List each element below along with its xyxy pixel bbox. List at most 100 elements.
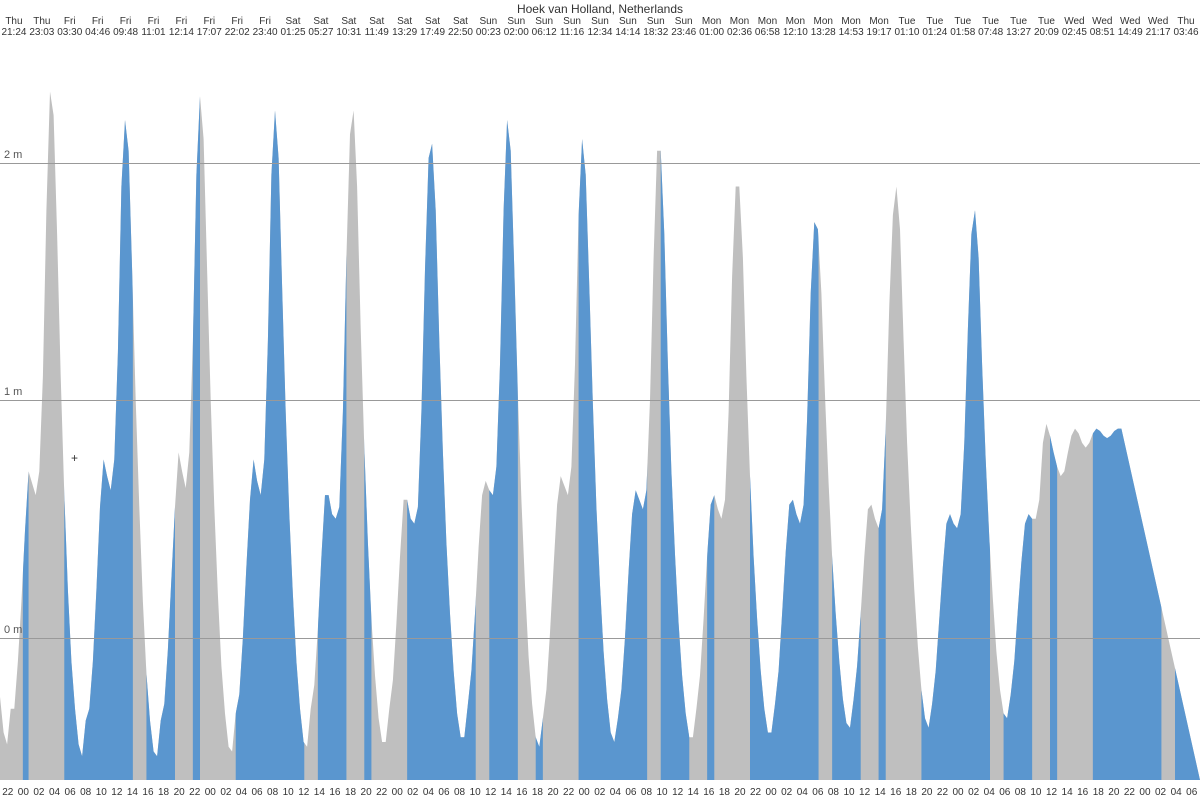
bottom-axis-label: 20 bbox=[358, 787, 374, 798]
top-axis-label: Wed21:17 bbox=[1144, 16, 1172, 38]
bottom-axis-label: 04 bbox=[1168, 787, 1184, 798]
top-axis-label: Thu03:46 bbox=[1172, 16, 1200, 38]
top-axis-label: Thu23:03 bbox=[28, 16, 56, 38]
top-axis-label: Sat01:25 bbox=[279, 16, 307, 38]
bottom-axis-label: 12 bbox=[670, 787, 686, 798]
bottom-axis-label: 02 bbox=[405, 787, 421, 798]
bottom-axis-label: 20 bbox=[1106, 787, 1122, 798]
top-axis-label: Fri22:02 bbox=[223, 16, 251, 38]
bottom-axis-label: 08 bbox=[265, 787, 281, 798]
top-axis-label: Wed14:49 bbox=[1116, 16, 1144, 38]
top-axis-label: Sun06:12 bbox=[530, 16, 558, 38]
bottom-axis-label: 08 bbox=[452, 787, 468, 798]
bottom-axis-label: 22 bbox=[0, 787, 16, 798]
top-axis-label: Mon01:00 bbox=[698, 16, 726, 38]
y-axis-label: 0 m bbox=[4, 624, 22, 636]
top-axis-label: Sun12:34 bbox=[586, 16, 614, 38]
bottom-axis-label: 06 bbox=[249, 787, 265, 798]
bottom-axis-label: 16 bbox=[327, 787, 343, 798]
bottom-axis-label: 18 bbox=[717, 787, 733, 798]
top-axis-label: Sun18:32 bbox=[642, 16, 670, 38]
y-axis-label: 1 m bbox=[4, 386, 22, 398]
bottom-axis-label: 14 bbox=[125, 787, 141, 798]
top-axis-label: Fri12:14 bbox=[167, 16, 195, 38]
bottom-axis-label: 14 bbox=[685, 787, 701, 798]
current-time-marker: + bbox=[71, 451, 78, 465]
bottom-axis-label: 10 bbox=[93, 787, 109, 798]
top-axis-label: Sun23:46 bbox=[670, 16, 698, 38]
bottom-axis-label: 18 bbox=[530, 787, 546, 798]
top-axis-label: Sun11:16 bbox=[558, 16, 586, 38]
top-axis-label: Sat10:31 bbox=[335, 16, 363, 38]
bottom-axis-label: 00 bbox=[389, 787, 405, 798]
bottom-axis-label: 16 bbox=[701, 787, 717, 798]
top-axis-label: Sun14:14 bbox=[614, 16, 642, 38]
bottom-axis-label: 10 bbox=[280, 787, 296, 798]
top-axis-label: Fri17:07 bbox=[195, 16, 223, 38]
bottom-axis-label: 00 bbox=[203, 787, 219, 798]
bottom-axis-label: 18 bbox=[343, 787, 359, 798]
top-axis-label: Sat05:27 bbox=[307, 16, 335, 38]
bottom-axis-label: 04 bbox=[981, 787, 997, 798]
bottom-axis-label: 00 bbox=[950, 787, 966, 798]
top-axis-label: Mon19:17 bbox=[865, 16, 893, 38]
bottom-axis-label: 02 bbox=[779, 787, 795, 798]
bottom-axis-label: 16 bbox=[888, 787, 904, 798]
bottom-axis-label: 18 bbox=[904, 787, 920, 798]
bottom-axis-label: 12 bbox=[1044, 787, 1060, 798]
bottom-axis-label: 00 bbox=[763, 787, 779, 798]
top-axis-label: Tue07:48 bbox=[977, 16, 1005, 38]
top-axis-label: Mon13:28 bbox=[809, 16, 837, 38]
top-axis-label: Sat13:29 bbox=[391, 16, 419, 38]
top-axis-label: Fri04:46 bbox=[84, 16, 112, 38]
bottom-axis-label: 20 bbox=[545, 787, 561, 798]
chart-title: Hoek van Holland, Netherlands bbox=[0, 2, 1200, 16]
top-axis-label: Tue13:27 bbox=[1005, 16, 1033, 38]
bottom-axis-label: 10 bbox=[654, 787, 670, 798]
x-axis-bottom-labels: 2200020406081012141618202200020406081012… bbox=[0, 787, 1200, 798]
top-axis-label: Sat11:49 bbox=[363, 16, 391, 38]
bottom-axis-label: 02 bbox=[592, 787, 608, 798]
bottom-axis-label: 12 bbox=[109, 787, 125, 798]
bottom-axis-label: 18 bbox=[156, 787, 172, 798]
gridline bbox=[0, 400, 1200, 401]
bottom-axis-label: 22 bbox=[561, 787, 577, 798]
top-axis-label: Fri03:30 bbox=[56, 16, 84, 38]
bottom-axis-label: 02 bbox=[1153, 787, 1169, 798]
top-axis-label: Wed08:51 bbox=[1088, 16, 1116, 38]
top-axis-label: Tue01:10 bbox=[893, 16, 921, 38]
y-axis-label: 2 m bbox=[4, 149, 22, 161]
bottom-axis-label: 22 bbox=[935, 787, 951, 798]
bottom-axis-label: 08 bbox=[826, 787, 842, 798]
bottom-axis-label: 22 bbox=[1122, 787, 1138, 798]
bottom-axis-label: 04 bbox=[234, 787, 250, 798]
top-axis-label: Mon12:10 bbox=[781, 16, 809, 38]
bottom-axis-label: 22 bbox=[748, 787, 764, 798]
bottom-axis-label: 00 bbox=[1137, 787, 1153, 798]
top-axis-label: Sat22:50 bbox=[447, 16, 475, 38]
bottom-axis-label: 20 bbox=[732, 787, 748, 798]
top-axis-label: Fri23:40 bbox=[251, 16, 279, 38]
bottom-axis-label: 06 bbox=[436, 787, 452, 798]
bottom-axis-label: 10 bbox=[467, 787, 483, 798]
x-axis-top-labels: Thu21:24Thu23:03Fri03:30Fri04:46Fri09:48… bbox=[0, 16, 1200, 44]
bottom-axis-label: 04 bbox=[421, 787, 437, 798]
bottom-axis-label: 12 bbox=[857, 787, 873, 798]
bottom-axis-label: 10 bbox=[1028, 787, 1044, 798]
top-axis-label: Sat17:49 bbox=[419, 16, 447, 38]
bottom-axis-label: 04 bbox=[47, 787, 63, 798]
bottom-axis-label: 08 bbox=[639, 787, 655, 798]
bottom-axis-label: 06 bbox=[1184, 787, 1200, 798]
bottom-axis-label: 14 bbox=[499, 787, 515, 798]
bottom-axis-label: 14 bbox=[312, 787, 328, 798]
top-axis-label: Mon02:36 bbox=[726, 16, 754, 38]
top-axis-label: Mon06:58 bbox=[753, 16, 781, 38]
bottom-axis-label: 22 bbox=[187, 787, 203, 798]
bottom-axis-label: 00 bbox=[576, 787, 592, 798]
bottom-axis-label: 12 bbox=[483, 787, 499, 798]
bottom-axis-label: 20 bbox=[171, 787, 187, 798]
gridline bbox=[0, 638, 1200, 639]
gridline bbox=[0, 163, 1200, 164]
bottom-axis-label: 02 bbox=[31, 787, 47, 798]
bottom-axis-label: 02 bbox=[966, 787, 982, 798]
